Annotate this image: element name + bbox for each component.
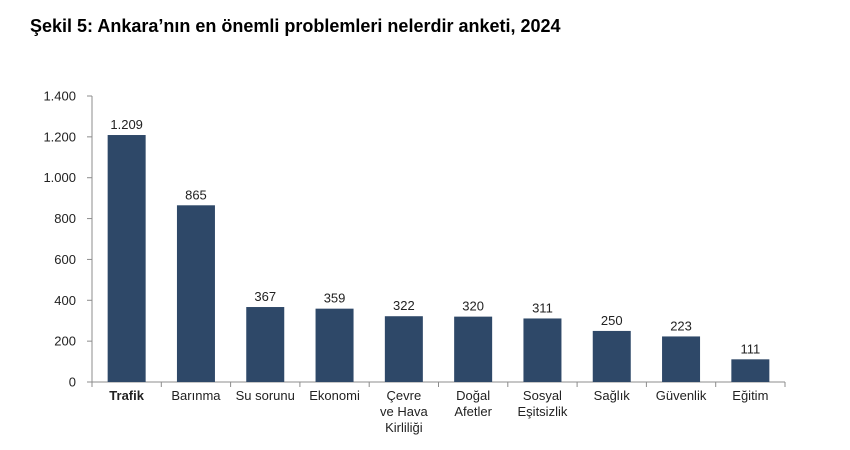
x-tick-label-line: ve Hava bbox=[380, 404, 428, 419]
x-tick-label: Su sorunu bbox=[236, 388, 295, 403]
x-tick-label: Sağlık bbox=[594, 388, 631, 403]
y-tick-label: 0 bbox=[69, 375, 76, 390]
data-label: 311 bbox=[532, 300, 553, 315]
bar bbox=[107, 135, 146, 382]
x-tick-label: Sosyal Eşitsizlik bbox=[518, 388, 568, 419]
y-tick-label: 1.200 bbox=[43, 129, 76, 144]
x-tick-label: Çevre ve Hava Kirliliği bbox=[380, 388, 428, 435]
bar bbox=[454, 316, 493, 382]
x-tick-label-line: Eğitim bbox=[732, 388, 768, 403]
x-tick-label-line: Sosyal bbox=[523, 388, 562, 403]
bar bbox=[246, 307, 285, 382]
y-tick-label: 600 bbox=[54, 252, 76, 267]
data-label: 320 bbox=[462, 299, 484, 314]
y-tick-label: 800 bbox=[54, 211, 76, 226]
data-label: 250 bbox=[601, 313, 623, 328]
data-label: 111 bbox=[740, 341, 760, 356]
x-tick-label-line: Doğal bbox=[456, 388, 490, 403]
x-tick-label-line: Ekonomi bbox=[309, 388, 360, 403]
x-tick-label-line: Eşitsizlik bbox=[518, 404, 568, 419]
x-tick-label: Eğitim bbox=[732, 388, 768, 403]
x-tick-label: Trafik bbox=[109, 388, 144, 403]
data-label: 865 bbox=[185, 187, 207, 202]
y-tick-label: 200 bbox=[54, 334, 76, 349]
x-tick-label-line: Sağlık bbox=[594, 388, 631, 403]
x-tick-label: Ekonomi bbox=[309, 388, 360, 403]
bar bbox=[731, 359, 770, 382]
data-label: 359 bbox=[324, 291, 346, 306]
x-tick-label: Güvenlik bbox=[656, 388, 707, 403]
x-tick-label-line: Güvenlik bbox=[656, 388, 707, 403]
x-tick-label-line: Afetler bbox=[454, 404, 492, 419]
bar bbox=[315, 308, 354, 382]
x-tick-label-line: Trafik bbox=[109, 388, 144, 403]
y-tick-label: 1.400 bbox=[43, 89, 76, 104]
data-label: 1.209 bbox=[110, 117, 143, 132]
x-tick-label: Doğal Afetler bbox=[454, 388, 492, 419]
y-tick-label: 400 bbox=[54, 293, 76, 308]
bar bbox=[662, 336, 701, 382]
bar bbox=[384, 316, 423, 382]
x-tick-label: Barınma bbox=[171, 388, 221, 403]
x-tick-label-line: Su sorunu bbox=[236, 388, 295, 403]
y-tick-label: 1.000 bbox=[43, 170, 76, 185]
data-label: 367 bbox=[254, 289, 276, 304]
bar bbox=[176, 205, 215, 382]
chart-title: Şekil 5: Ankara’nın en önemli problemler… bbox=[30, 16, 561, 36]
data-label: 223 bbox=[670, 318, 692, 333]
bar bbox=[523, 318, 562, 382]
x-tick-label-line: Kirliliği bbox=[385, 420, 423, 435]
x-tick-label-line: Barınma bbox=[171, 388, 221, 403]
bar bbox=[592, 330, 631, 382]
data-label: 322 bbox=[393, 298, 415, 313]
x-tick-label-line: Çevre bbox=[387, 388, 422, 403]
